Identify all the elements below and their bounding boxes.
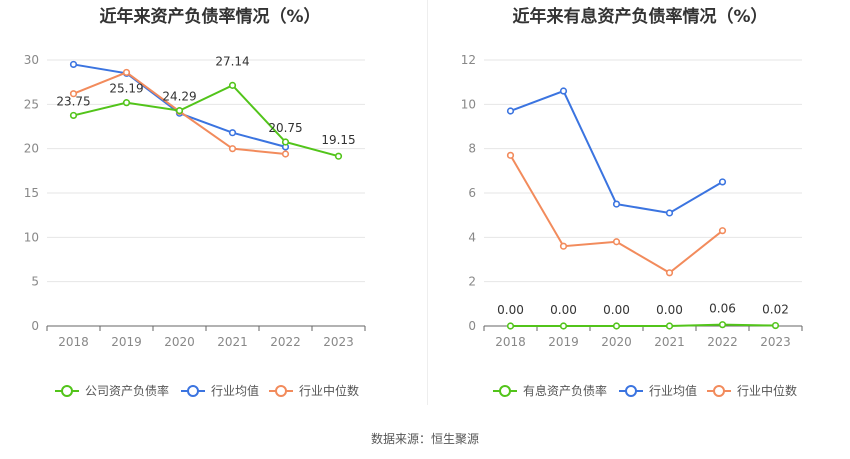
x-tick-label: 2020 [164, 335, 195, 349]
legend-left: 公司资产负债率 行业均值 行业中位数 [0, 383, 427, 399]
legend-label: 行业均值 [649, 384, 698, 398]
data-label: 0.06 [709, 302, 736, 316]
data-label: 27.14 [215, 54, 249, 68]
data-point [559, 87, 568, 95]
y-tick-label: 0 [31, 319, 39, 333]
series-line [510, 89, 724, 214]
interest-debt-ratio-chart: 0 2 4 6 8 10 12 2018 2019 2020 2021 2022 2023 0.00 0.0… [461, 53, 803, 349]
data-point [559, 242, 568, 250]
y-tick-label: 25 [24, 97, 39, 111]
legend-label: 有息资产负债率 [523, 384, 608, 398]
x-tick-label: 2019 [111, 335, 142, 349]
x-tick-label: 2023 [323, 335, 354, 349]
x-tick-label: 2023 [760, 335, 791, 349]
data-label: 0.00 [550, 303, 577, 317]
data-point [228, 129, 237, 137]
data-point [718, 321, 727, 329]
debt-ratio-chart: 0 5 10 15 20 25 30 2018 2019 2020 2021 2022 2023 23.7… [24, 53, 366, 349]
data-point [665, 269, 674, 277]
y-tick-label: 12 [461, 53, 476, 67]
data-point [612, 238, 621, 246]
data-point [122, 99, 131, 107]
data-label: 24.29 [162, 90, 196, 104]
data-point [665, 209, 674, 217]
y-tick-label: 4 [468, 230, 476, 244]
legend-swatch-icon [493, 385, 517, 397]
data-label: 25.19 [109, 82, 143, 96]
series-line [510, 323, 776, 327]
x-tick-label: 2020 [601, 335, 632, 349]
data-label: 23.75 [56, 94, 90, 108]
data-point [506, 151, 515, 159]
legend-right: 有息资产负债率 行业均值 行业中位数 [427, 383, 850, 399]
y-tick-label: 30 [24, 53, 39, 67]
series-line [73, 84, 339, 158]
x-tick-label: 2021 [217, 335, 248, 349]
data-point [665, 322, 674, 330]
data-point [612, 322, 621, 330]
series-line [73, 63, 286, 148]
y-tick-label: 2 [468, 275, 476, 289]
legend-swatch-icon [55, 385, 79, 397]
y-tick-label: 10 [24, 230, 39, 244]
data-label: 0.00 [656, 303, 683, 317]
data-point [69, 111, 78, 120]
data-point [175, 107, 184, 115]
data-point [69, 90, 78, 98]
x-tick-label: 2022 [707, 335, 738, 349]
y-tick-label: 0 [468, 319, 476, 333]
data-label: 0.00 [497, 303, 524, 317]
x-tick-label: 2022 [270, 335, 301, 349]
x-tick-label: 2021 [654, 335, 685, 349]
legend-swatch-icon [181, 385, 205, 397]
data-label: 20.75 [268, 121, 302, 135]
data-label: 0.00 [603, 303, 630, 317]
data-point [69, 60, 78, 69]
y-tick-label: 5 [31, 275, 39, 289]
x-tick-label: 2019 [548, 335, 579, 349]
data-point [718, 178, 727, 186]
data-point [506, 107, 515, 115]
data-label: 0.02 [762, 303, 789, 317]
legend-swatch-icon [619, 385, 643, 397]
data-point [228, 81, 237, 89]
data-point [718, 227, 727, 235]
legend-label: 行业中位数 [299, 384, 360, 398]
y-tick-label: 6 [468, 186, 476, 200]
legend-label: 行业中位数 [737, 384, 798, 398]
data-point [228, 145, 237, 153]
legend-label: 公司资产负债率 [85, 384, 170, 398]
data-label: 19.15 [321, 133, 355, 147]
chart-title-right: 近年来有息资产负债率情况（%） [512, 7, 768, 27]
data-point [559, 322, 568, 330]
y-tick-label: 20 [24, 142, 39, 156]
series-line [509, 154, 724, 275]
data-point [122, 68, 131, 77]
y-tick-label: 8 [468, 142, 476, 156]
legend-label: 行业均值 [211, 384, 260, 398]
data-point [281, 150, 290, 158]
chart-title-left: 近年来资产负债率情况（%） [99, 7, 321, 27]
data-source-note: 数据来源：恒生聚源 [370, 432, 479, 446]
data-point [612, 200, 621, 208]
data-point [281, 138, 290, 146]
legend-swatch-icon [269, 385, 293, 397]
panel-divider [427, 0, 428, 405]
data-point [334, 152, 343, 160]
y-tick-label: 15 [24, 186, 39, 200]
y-tick-label: 10 [461, 97, 476, 111]
x-tick-label: 2018 [495, 335, 526, 349]
data-point [506, 322, 515, 330]
data-point [771, 321, 780, 330]
x-tick-label: 2018 [58, 335, 89, 349]
legend-swatch-icon [707, 385, 731, 397]
